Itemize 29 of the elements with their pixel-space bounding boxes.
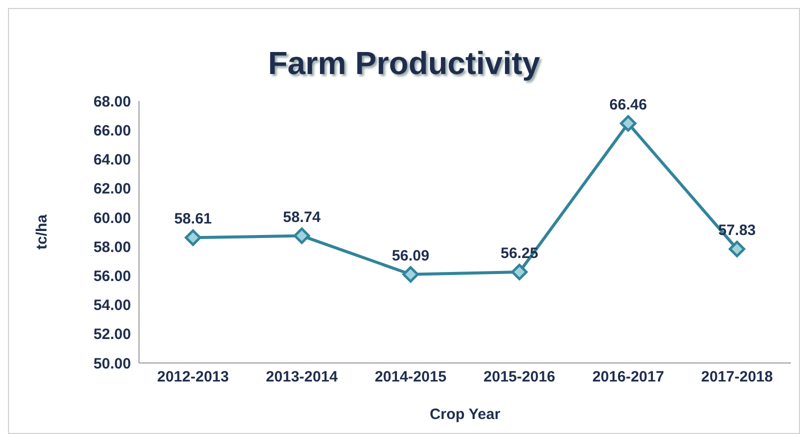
point [184,229,202,246]
y-tick-label: 62.00 [93,180,131,198]
data-label: 58.61 [174,210,212,228]
y-tick-label: 64.00 [93,152,131,169]
data-label: 58.74 [283,208,322,226]
y-tick-label: 68.00 [93,93,131,110]
y-tick-label: 50.00 [93,355,131,372]
y-tick-label: 52.00 [93,326,131,344]
y-tick-label: 66.00 [93,122,131,140]
y-tick-label: 54.00 [93,297,131,314]
chart-title: Farm Productivity [266,45,542,82]
x-tick-label: 2012-2013 [157,368,229,386]
point [294,228,310,244]
point [728,240,746,258]
x-tick-label: 2014-2015 [374,368,446,386]
x-axis-title: Crop Year [430,406,500,423]
x-tick-label: 2013-2014 [266,368,338,386]
point [620,115,636,132]
y-tick-label: 60.00 [93,210,131,227]
x-tick-label: 2015-2016 [484,368,556,386]
point [511,264,528,280]
data-label: 66.46 [609,96,647,114]
y-tick-label: 56.00 [93,268,131,285]
y-axis-title: tc/ha [33,214,50,250]
x-tick-label: 2017-2018 [701,368,773,386]
y-tick-label: 58.00 [93,238,131,256]
point [402,266,419,283]
data-label: 56.09 [392,247,430,264]
x-tick-label: 2016-2017 [592,368,664,386]
